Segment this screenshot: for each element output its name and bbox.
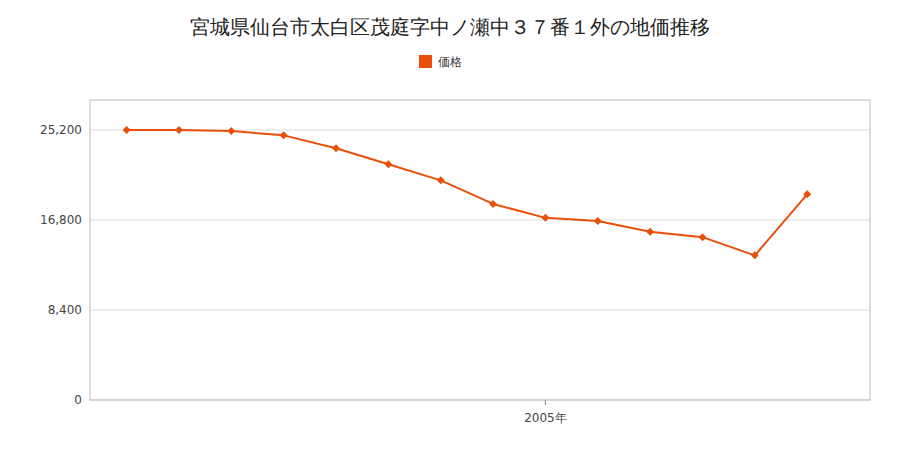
y-tick-label: 25,200: [40, 123, 82, 137]
point-marker: [751, 251, 759, 259]
point-marker: [280, 131, 288, 139]
y-grid-line: [90, 310, 870, 311]
legend-swatch: [419, 55, 432, 68]
point-marker: [541, 214, 549, 222]
point-marker: [646, 228, 654, 236]
y-tick-label: 8,400: [48, 303, 82, 317]
legend: 価格: [419, 55, 462, 69]
x-tick-mark: [545, 400, 546, 405]
grid: [90, 130, 870, 400]
title: 宮城県仙台市太白区茂庭字中ノ瀬中３７番１外の地価推移: [190, 15, 710, 39]
point-marker: [594, 217, 602, 225]
point-marker: [332, 144, 340, 152]
x-tick-label: 2005年: [524, 411, 567, 425]
y-tick-label: 16,800: [40, 213, 82, 227]
chart-container: 宮城県仙台市太白区茂庭字中ノ瀬中３７番１外の地価推移 0 8,400 16,800 25…: [0, 0, 900, 450]
point-marker: [175, 126, 183, 134]
point-marker: [384, 160, 392, 168]
point-marker: [489, 200, 497, 208]
point-marker: [123, 126, 131, 134]
point-marker: [227, 127, 235, 135]
legend-label: 価格: [438, 55, 462, 69]
y-grid-line: [90, 220, 870, 221]
chart-svg: 宮城県仙台市太白区茂庭字中ノ瀬中３７番１外の地価推移 0 8,400 16,800 25…: [0, 0, 900, 450]
series-line: [127, 130, 808, 255]
point-marker: [698, 233, 706, 241]
plot-area: [123, 126, 812, 259]
point-marker: [437, 176, 445, 184]
y-tick-label: 0: [74, 393, 82, 407]
point-marker: [803, 190, 811, 198]
plot-frame: [90, 100, 870, 400]
